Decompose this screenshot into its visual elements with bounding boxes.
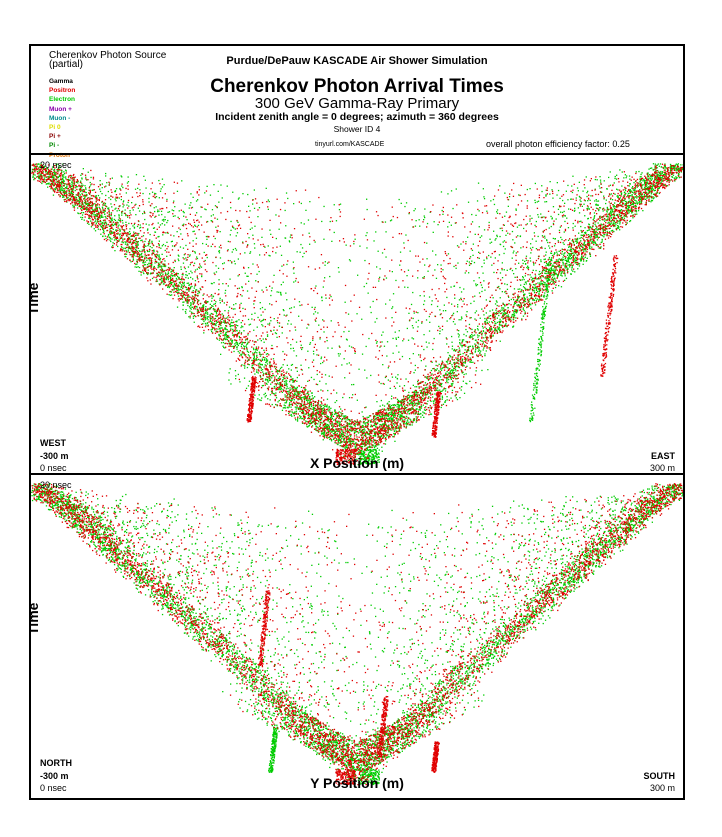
- shower-id: Shower ID 4: [31, 124, 683, 134]
- series-positron: [31, 163, 683, 466]
- legend-subtitle-text: (partial): [49, 60, 166, 70]
- plot-divider: [31, 473, 683, 475]
- legend-title: Cherenkov Photon Source (partial): [49, 51, 166, 70]
- y-axis-label: Time: [31, 283, 41, 315]
- x-position-scatter: [31, 163, 683, 466]
- series-electron: [31, 483, 683, 786]
- time-min-label: 0 nsec: [40, 783, 67, 793]
- time-max-label: 20 nsec: [40, 480, 72, 490]
- direction-left-label: WEST: [40, 438, 66, 448]
- y-position-plot: 20 nsec Time NORTH -300 m 0 nsec SOUTH 3…: [31, 475, 683, 793]
- legend-item: Pi 0: [49, 123, 75, 132]
- legend-item: Electron: [49, 95, 75, 104]
- legend-item: Muon -: [49, 114, 75, 123]
- position-left-label: -300 m: [40, 771, 69, 781]
- x-position-plot: 20 nsec Time WEST -300 m 0 nsec EAST 300…: [31, 155, 683, 473]
- figure-frame: Cherenkov Photon Source (partial) Gamma P…: [29, 44, 685, 800]
- position-left-label: -300 m: [40, 451, 69, 461]
- incident-angles: Incident zenith angle = 0 degrees; azimu…: [31, 111, 683, 123]
- direction-left-label: NORTH: [40, 758, 72, 768]
- y-axis-label: Time: [31, 603, 41, 635]
- legend-item: Gamma: [49, 77, 75, 86]
- position-right-label: 300 m: [650, 783, 675, 793]
- x-axis-label: X Position (m): [31, 455, 683, 471]
- direction-right-label: SOUTH: [644, 771, 676, 781]
- position-right-label: 300 m: [650, 463, 675, 473]
- legend-item: Positron: [49, 86, 75, 95]
- time-min-label: 0 nsec: [40, 463, 67, 473]
- supertitle: Purdue/DePauw KASCADE Air Shower Simulat…: [31, 55, 683, 67]
- legend-title-text: Cherenkov Photon Source: [49, 51, 166, 61]
- time-max-label: 20 nsec: [40, 160, 72, 170]
- series-positron: [31, 483, 683, 786]
- legend-item: Pi -: [49, 141, 75, 150]
- source-url: tinyurl.com/KASCADE: [315, 141, 384, 148]
- chart-title: Cherenkov Photon Arrival Times: [31, 76, 683, 98]
- legend: Gamma Positron Electron Muon + Muon - Pi 0 Pi …: [49, 77, 75, 160]
- figure-header: Cherenkov Photon Source (partial) Gamma P…: [31, 46, 683, 159]
- header-divider: [31, 153, 683, 155]
- legend-item: Muon +: [49, 105, 75, 114]
- legend-item: Proton: [49, 151, 75, 160]
- legend-item: Pi +: [49, 132, 75, 141]
- direction-right-label: EAST: [651, 451, 675, 461]
- y-position-scatter: [31, 483, 683, 786]
- x-axis-label: Y Position (m): [31, 775, 683, 791]
- chart-subtitle: 300 GeV Gamma-Ray Primary: [31, 95, 683, 112]
- efficiency-note: overall photon efficiency factor: 0.25: [486, 139, 630, 149]
